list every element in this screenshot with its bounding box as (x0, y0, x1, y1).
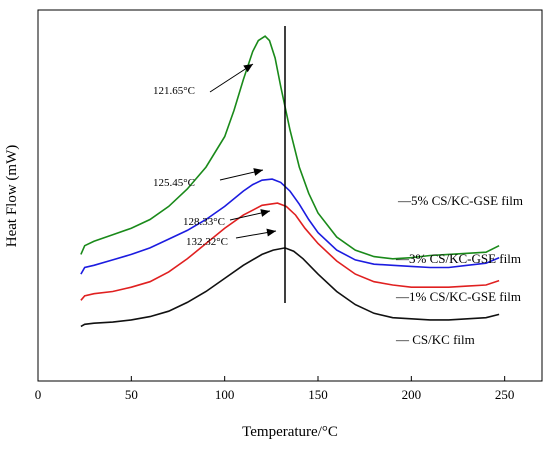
x-axis-ticks: 0 50 100 150 200 250 (35, 376, 515, 402)
series-label: — CS/KC film (395, 332, 475, 347)
series-line (80, 202, 500, 301)
peak-arrow-head (260, 209, 270, 217)
plot-frame (37, 9, 543, 382)
x-tick-label: 150 (308, 387, 328, 402)
series-line (80, 178, 500, 275)
y-axis-label: Heat Flow (mW) (4, 145, 20, 247)
peak-label: 125.45°C (153, 177, 195, 189)
x-tick-label: 50 (125, 387, 138, 402)
x-tick-label: 250 (495, 387, 515, 402)
peak-arrow-head (243, 64, 253, 73)
series-layer (80, 35, 500, 328)
peak-label: 132.32°C (186, 236, 228, 248)
x-tick-label: 100 (215, 387, 235, 402)
series-line (80, 35, 500, 260)
peak-annotations: 121.65°C —5% CS/KC-GSE film 125.45°C —3% CS… (153, 63, 523, 347)
peak-label: 121.65°C (153, 85, 195, 97)
series-label: —1% CS/KC-GSE film (395, 289, 521, 304)
peak-arrow-head (253, 168, 263, 176)
series-label: —5% CS/KC-GSE film (397, 193, 523, 208)
x-axis-label: Temperature/°C (242, 424, 338, 440)
x-tick-label: 200 (402, 387, 422, 402)
peak-arrow-head (266, 228, 276, 237)
x-tick-label: 0 (35, 387, 42, 402)
series-label: —3% CS/KC-GSE film (395, 251, 521, 266)
peak-label: 128.33°C (183, 216, 225, 228)
